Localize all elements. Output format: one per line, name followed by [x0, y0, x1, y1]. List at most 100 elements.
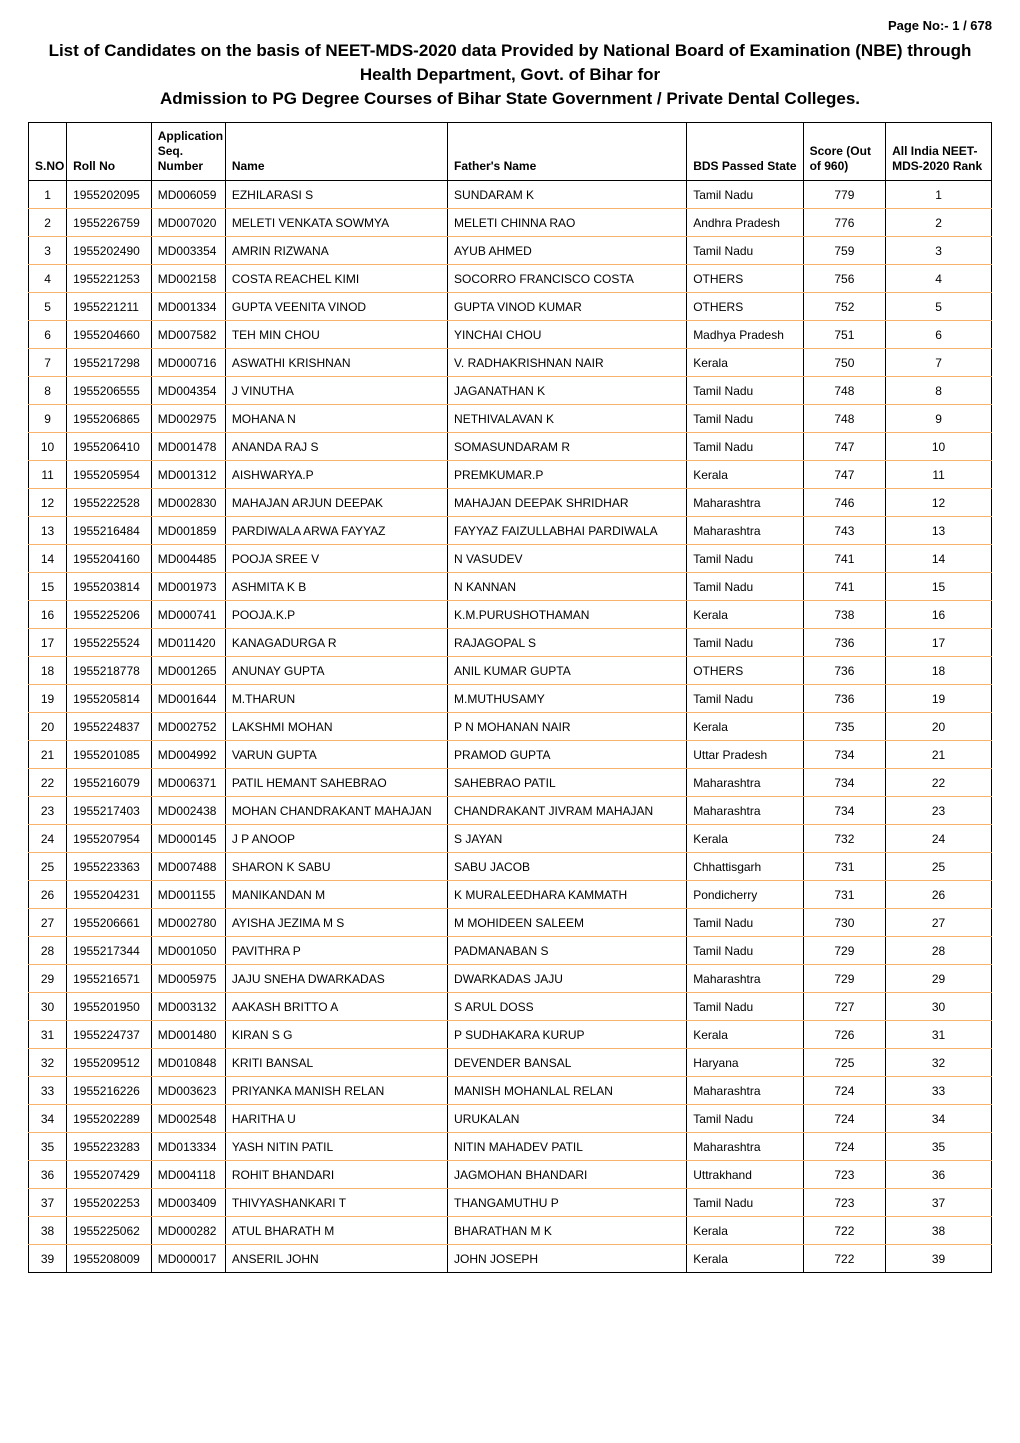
cell-sno: 24 — [29, 825, 67, 853]
cell-rank: 24 — [886, 825, 992, 853]
cell-rank: 33 — [886, 1077, 992, 1105]
cell-app: MD004354 — [151, 377, 225, 405]
cell-sno: 14 — [29, 545, 67, 573]
cell-state: Tamil Nadu — [687, 685, 803, 713]
table-row: 111955205954MD001312AISHWARYA.PPREMKUMAR… — [29, 461, 992, 489]
cell-sno: 3 — [29, 237, 67, 265]
cell-name: THIVYASHANKARI T — [225, 1189, 447, 1217]
cell-score: 776 — [803, 209, 886, 237]
cell-score: 732 — [803, 825, 886, 853]
cell-roll: 1955207954 — [67, 825, 152, 853]
cell-sno: 29 — [29, 965, 67, 993]
cell-rank: 6 — [886, 321, 992, 349]
cell-fname: M MOHIDEEN SALEEM — [448, 909, 687, 937]
cell-roll: 1955209512 — [67, 1049, 152, 1077]
cell-score: 724 — [803, 1133, 886, 1161]
cell-fname: SABU JACOB — [448, 853, 687, 881]
cell-state: Chhattisgarh — [687, 853, 803, 881]
cell-name: ANANDA RAJ S — [225, 433, 447, 461]
table-row: 391955208009MD000017ANSERIL JOHNJOHN JOS… — [29, 1245, 992, 1273]
cell-name: AMRIN RIZWANA — [225, 237, 447, 265]
cell-name: ATUL BHARATH M — [225, 1217, 447, 1245]
table-row: 381955225062MD000282ATUL BHARATH MBHARAT… — [29, 1217, 992, 1245]
cell-sno: 1 — [29, 181, 67, 209]
cell-name: AYISHA JEZIMA M S — [225, 909, 447, 937]
cell-roll: 1955208009 — [67, 1245, 152, 1273]
cell-score: 723 — [803, 1189, 886, 1217]
cell-name: COSTA REACHEL KIMI — [225, 265, 447, 293]
cell-sno: 6 — [29, 321, 67, 349]
cell-fname: N VASUDEV — [448, 545, 687, 573]
cell-sno: 35 — [29, 1133, 67, 1161]
cell-rank: 3 — [886, 237, 992, 265]
cell-fname: SAHEBRAO PATIL — [448, 769, 687, 797]
cell-name: PAVITHRA P — [225, 937, 447, 965]
cell-state: Maharashtra — [687, 489, 803, 517]
table-row: 301955201950MD003132AAKASH BRITTO AS ARU… — [29, 993, 992, 1021]
cell-fname: S JAYAN — [448, 825, 687, 853]
cell-state: Tamil Nadu — [687, 433, 803, 461]
cell-fname: RAJAGOPAL S — [448, 629, 687, 657]
page-container: Page No:- 1 / 678 List of Candidates on … — [0, 0, 1020, 1313]
cell-roll: 1955216226 — [67, 1077, 152, 1105]
cell-roll: 1955221253 — [67, 265, 152, 293]
cell-name: MANIKANDAN M — [225, 881, 447, 909]
cell-roll: 1955201085 — [67, 741, 152, 769]
cell-app: MD006059 — [151, 181, 225, 209]
cell-rank: 1 — [886, 181, 992, 209]
cell-score: 724 — [803, 1105, 886, 1133]
cell-rank: 37 — [886, 1189, 992, 1217]
cell-sno: 31 — [29, 1021, 67, 1049]
cell-rank: 21 — [886, 741, 992, 769]
cell-roll: 1955224737 — [67, 1021, 152, 1049]
table-row: 311955224737MD001480KIRAN S GP SUDHAKARA… — [29, 1021, 992, 1049]
cell-state: Kerala — [687, 1217, 803, 1245]
cell-score: 736 — [803, 685, 886, 713]
cell-app: MD001973 — [151, 573, 225, 601]
cell-roll: 1955217403 — [67, 797, 152, 825]
cell-fname: JAGMOHAN BHANDARI — [448, 1161, 687, 1189]
cell-roll: 1955206865 — [67, 405, 152, 433]
cell-fname: NITIN MAHADEV PATIL — [448, 1133, 687, 1161]
cell-sno: 28 — [29, 937, 67, 965]
cell-score: 734 — [803, 769, 886, 797]
table-row: 351955223283MD013334YASH NITIN PATILNITI… — [29, 1133, 992, 1161]
cell-sno: 15 — [29, 573, 67, 601]
cell-app: MD000017 — [151, 1245, 225, 1273]
cell-state: Uttar Pradesh — [687, 741, 803, 769]
cell-name: J P ANOOP — [225, 825, 447, 853]
cell-sno: 5 — [29, 293, 67, 321]
cell-name: MELETI VENKATA SOWMYA — [225, 209, 447, 237]
cell-fname: THANGAMUTHU P — [448, 1189, 687, 1217]
col-state: BDS Passed State — [687, 123, 803, 181]
cell-score: 752 — [803, 293, 886, 321]
table-row: 161955225206MD000741POOJA.K.PK.M.PURUSHO… — [29, 601, 992, 629]
cell-rank: 22 — [886, 769, 992, 797]
cell-name: M.THARUN — [225, 685, 447, 713]
cell-state: Tamil Nadu — [687, 405, 803, 433]
table-row: 341955202289MD002548HARITHA UURUKALANTam… — [29, 1105, 992, 1133]
cell-fname: DEVENDER BANSAL — [448, 1049, 687, 1077]
cell-fname: AYUB AHMED — [448, 237, 687, 265]
cell-state: Tamil Nadu — [687, 377, 803, 405]
cell-app: MD002548 — [151, 1105, 225, 1133]
cell-name: MOHAN CHANDRAKANT MAHAJAN — [225, 797, 447, 825]
cell-fname: M.MUTHUSAMY — [448, 685, 687, 713]
cell-name: ASHMITA K B — [225, 573, 447, 601]
cell-sno: 2 — [29, 209, 67, 237]
cell-rank: 7 — [886, 349, 992, 377]
cell-rank: 4 — [886, 265, 992, 293]
cell-roll: 1955204660 — [67, 321, 152, 349]
cell-sno: 11 — [29, 461, 67, 489]
table-row: 11955202095MD006059EZHILARASI SSUNDARAM … — [29, 181, 992, 209]
cell-fname: SUNDARAM K — [448, 181, 687, 209]
cell-sno: 13 — [29, 517, 67, 545]
cell-state: OTHERS — [687, 293, 803, 321]
cell-state: Maharashtra — [687, 517, 803, 545]
cell-state: Kerala — [687, 1021, 803, 1049]
cell-name: PARDIWALA ARWA FAYYAZ — [225, 517, 447, 545]
cell-name: AAKASH BRITTO A — [225, 993, 447, 1021]
cell-rank: 27 — [886, 909, 992, 937]
cell-roll: 1955225062 — [67, 1217, 152, 1245]
cell-fname: P SUDHAKARA KURUP — [448, 1021, 687, 1049]
